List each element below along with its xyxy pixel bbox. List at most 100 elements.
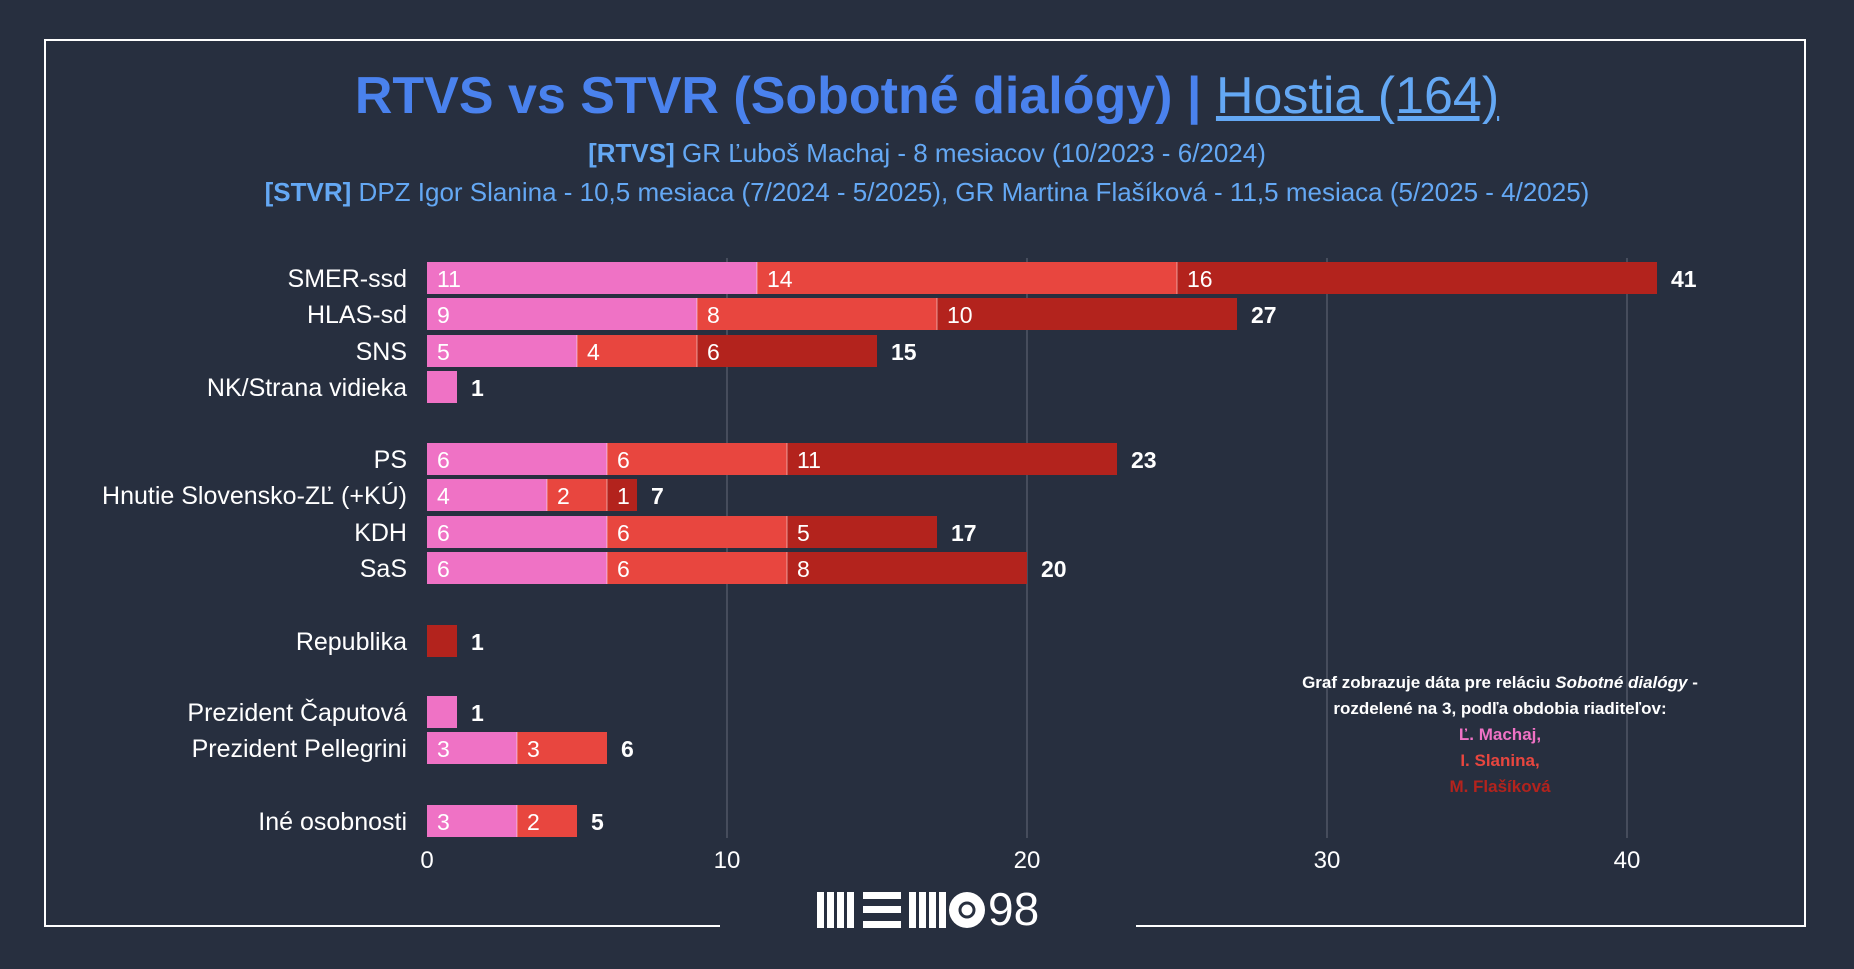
x-tick-label: 20 <box>1014 847 1041 874</box>
subtitle-stvr-tag: [STVR] <box>264 177 352 207</box>
segment-value-label: 10 <box>947 302 973 328</box>
memo98-logo <box>817 892 985 928</box>
segment-value-label: 8 <box>707 302 720 328</box>
total-value-label: 27 <box>1251 302 1277 328</box>
bar-segment <box>427 298 697 330</box>
bar-segment <box>427 262 757 294</box>
subtitle-rtvs-text: GR Ľuboš Machaj - 8 mesiacov (10/2023 - … <box>682 138 1266 168</box>
segment-value-label: 11 <box>437 266 461 292</box>
total-value-label: 5 <box>591 809 604 835</box>
segment-value-label: 11 <box>797 447 821 473</box>
total-value-label: 7 <box>651 483 664 509</box>
bar-segment <box>937 298 1237 330</box>
category-label: Prezident Čaputová <box>187 698 407 727</box>
bar-segment <box>427 552 607 584</box>
bar-segment <box>1177 262 1657 294</box>
bar-segment <box>427 732 517 764</box>
bar-segment <box>427 335 577 367</box>
bar-segment <box>517 732 607 764</box>
bar-segment <box>427 479 547 511</box>
bar-segment <box>787 443 1117 475</box>
chart-note: Graf zobrazuje dáta pre reláciu Sobotné … <box>1240 670 1760 800</box>
x-tick-label: 0 <box>420 847 433 874</box>
category-label: Prezident Pellegrini <box>192 735 407 763</box>
category-label: HLAS-sd <box>307 301 407 329</box>
note-line1-a: Graf zobrazuje dáta pre reláciu <box>1302 673 1551 692</box>
category-label: SNS <box>356 338 407 366</box>
segment-value-label: 14 <box>767 266 793 292</box>
bar-segment <box>577 335 697 367</box>
segment-value-label: 4 <box>587 339 600 365</box>
logo-text: 98 <box>988 883 1040 935</box>
title-link[interactable]: Hostia (164) <box>1215 67 1500 125</box>
total-value-label: 41 <box>1671 266 1697 292</box>
bar-segment <box>787 552 1027 584</box>
title-separator: | <box>1186 67 1202 125</box>
segment-value-label: 1 <box>617 483 630 509</box>
total-value-label: 15 <box>891 339 917 365</box>
total-value-label: 20 <box>1041 556 1067 582</box>
bar-segment <box>697 298 937 330</box>
x-tick-label: 40 <box>1614 847 1641 874</box>
note-period-flasikova: M. Flašíková <box>1449 777 1551 796</box>
category-label: KDH <box>354 519 407 547</box>
subtitle-rtvs: [RTVS] GR Ľuboš Machaj - 8 mesiacov (10/… <box>0 136 1854 170</box>
total-value-label: 1 <box>471 700 484 726</box>
total-value-label: 1 <box>471 375 484 401</box>
segment-value-label: 3 <box>527 736 540 762</box>
note-line1-em: Sobotné dialógy <box>1555 673 1688 692</box>
note-line2: rozdelené na 3, podľa obdobia riaditeľov… <box>1333 699 1667 718</box>
category-label: PS <box>374 446 407 474</box>
note-period-machaj: Ľ. Machaj, <box>1458 725 1542 744</box>
bar-segment <box>427 443 607 475</box>
segment-value-label: 3 <box>437 809 450 835</box>
segment-value-label: 16 <box>1187 266 1213 292</box>
bar-segment <box>757 262 1177 294</box>
note-period-slanina: I. Slanina, <box>1460 751 1540 770</box>
category-label: NK/Strana vidieka <box>207 374 407 402</box>
subtitle-stvr-text: DPZ Igor Slanina - 10,5 mesiaca (7/2024 … <box>358 177 1590 207</box>
category-label: Iné osobnosti <box>258 808 407 836</box>
segment-value-label: 6 <box>617 447 630 473</box>
category-label: SaS <box>360 555 407 583</box>
subtitle-rtvs-tag: [RTVS] <box>588 138 675 168</box>
category-label: Republika <box>296 628 407 656</box>
bar-segment <box>697 335 877 367</box>
x-tick-label: 30 <box>1314 847 1341 874</box>
segment-value-label: 6 <box>617 556 630 582</box>
segment-value-label: 9 <box>437 302 450 328</box>
segment-value-label: 4 <box>437 483 450 509</box>
segment-value-label: 8 <box>797 556 810 582</box>
total-value-label: 6 <box>621 736 634 762</box>
segment-value-label: 2 <box>557 483 570 509</box>
bar-segment <box>607 479 637 511</box>
segment-value-label: 6 <box>617 520 630 546</box>
segment-value-label: 6 <box>437 520 450 546</box>
segment-value-label: 6 <box>707 339 720 365</box>
total-value-label: 1 <box>471 629 484 655</box>
segment-value-label: 3 <box>437 736 450 762</box>
x-tick-label: 10 <box>714 847 741 874</box>
bar-segment <box>427 371 457 403</box>
bar-segment <box>607 516 787 548</box>
bar-segment <box>607 443 787 475</box>
segment-value-label: 6 <box>437 556 450 582</box>
bar-segment <box>787 516 937 548</box>
category-label: SMER-ssd <box>288 265 407 293</box>
subtitle-stvr: [STVR] DPZ Igor Slanina - 10,5 mesiaca (… <box>0 175 1854 209</box>
bar-segment <box>427 696 457 728</box>
segment-value-label: 5 <box>797 520 810 546</box>
bar-segment <box>427 805 517 837</box>
segment-value-label: 6 <box>437 447 450 473</box>
total-value-label: 17 <box>951 520 977 546</box>
title-main: RTVS vs STVR (Sobotné dialógy) <box>354 67 1173 125</box>
segment-value-label: 2 <box>527 809 540 835</box>
note-line1-b: - <box>1692 673 1698 692</box>
bar-segment <box>427 516 607 548</box>
category-label: Hnutie Slovensko-ZĽ (+KÚ) <box>102 481 407 510</box>
chart-title: RTVS vs STVR (Sobotné dialógy) | Hostia … <box>0 64 1854 128</box>
total-value-label: 23 <box>1131 447 1157 473</box>
segment-value-label: 5 <box>437 339 450 365</box>
bar-segment <box>517 805 577 837</box>
